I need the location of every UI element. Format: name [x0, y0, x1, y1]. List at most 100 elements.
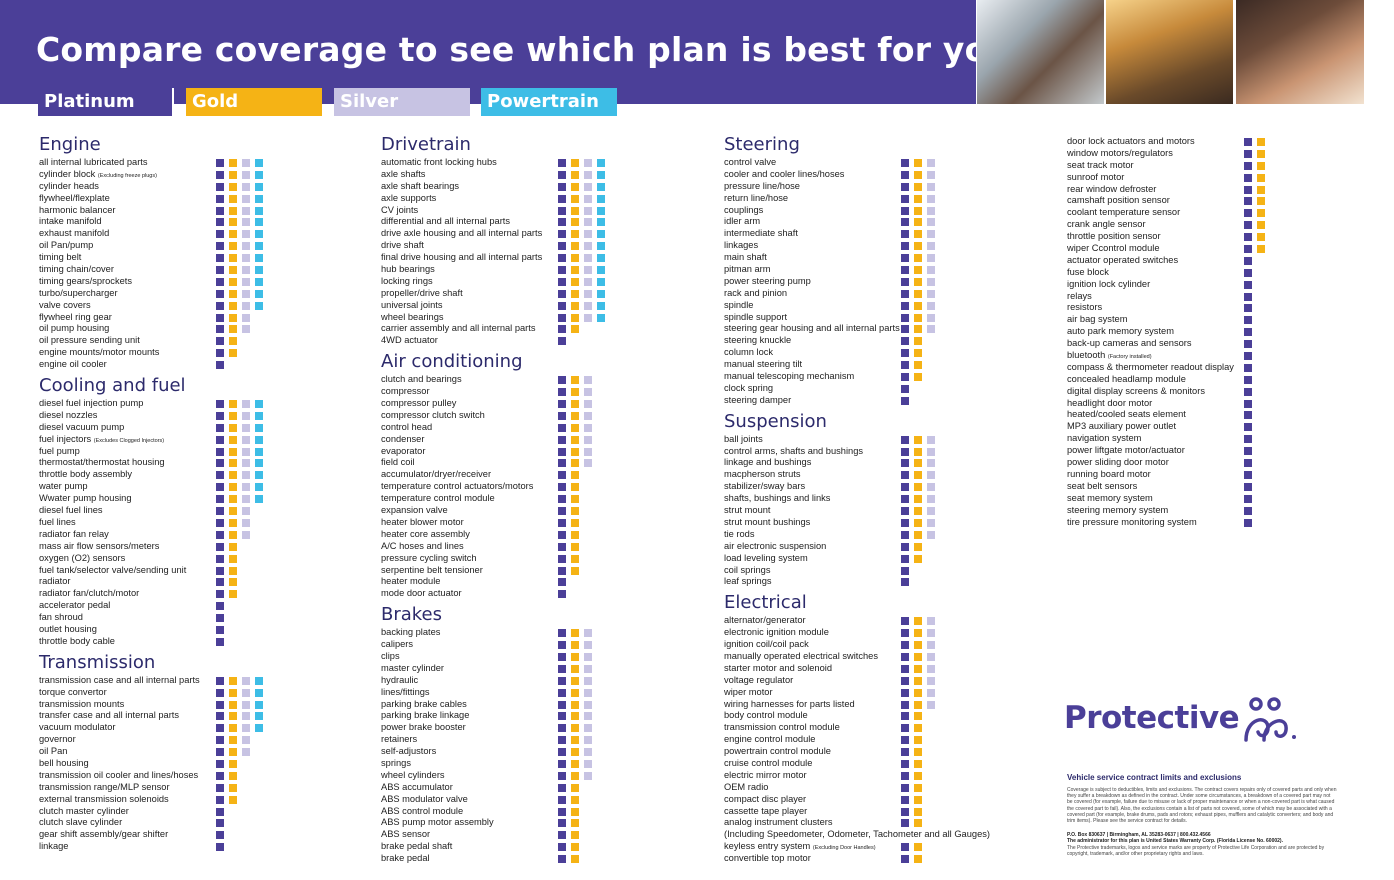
coverage-mark-platinum: [901, 459, 909, 468]
coverage-mark-silver: [584, 652, 592, 661]
coverage-mark-platinum: [216, 712, 224, 721]
coverage-mark-gold: [229, 507, 237, 516]
part-name: parking brake cables: [381, 698, 467, 709]
coverage-row: heater core assembly: [381, 529, 579, 541]
coverage-mark-platinum: [216, 495, 224, 504]
coverage-mark-platinum: [216, 771, 224, 780]
coverage-column-1: Engine all internal lubricated parts cylin…: [39, 133, 263, 853]
coverage-mark-silver: [242, 159, 250, 167]
coverage-mark-silver: [927, 447, 935, 456]
coverage-mark-platinum: [901, 783, 909, 792]
part-label: alternator/generator: [724, 615, 806, 627]
disclaimer-trademark: The Protective trademarks, logos and ser…: [1067, 844, 1325, 857]
coverage-mark-platinum: [901, 518, 909, 527]
coverage-mark-platinum: [216, 637, 224, 646]
coverage-row: external transmission solenoids: [39, 793, 237, 806]
part-label: cylinder block (Excluding freeze plugs): [39, 169, 157, 183]
part-label: hub bearings: [381, 264, 435, 276]
part-label: tire pressure monitoring system: [1067, 517, 1197, 529]
coverage-row: timing gears/sprockets: [39, 276, 263, 288]
coverage-row: gear shift assembly/gear shifter: [39, 829, 224, 841]
coverage-mark-platinum: [558, 411, 566, 420]
coverage-mark-gold: [571, 566, 579, 575]
coverage-mark-gold: [914, 629, 922, 638]
part-label: ABS modulator valve: [381, 794, 468, 806]
part-name: couplings: [724, 204, 764, 215]
coverage-mark-gold: [229, 566, 237, 575]
part-label: transmission mounts: [39, 699, 124, 711]
part-label: power steering pump: [724, 276, 811, 288]
coverage-row: hydraulic: [381, 675, 592, 687]
part-name: backing plates: [381, 627, 441, 638]
part-label: gear shift assembly/gear shifter: [39, 829, 168, 841]
coverage-mark-platinum: [901, 254, 909, 263]
coverage-mark-gold: [914, 736, 922, 745]
coverage-row: parking brake linkage: [381, 710, 592, 722]
part-name: axle shaft bearings: [381, 180, 460, 191]
coverage-mark-silver: [584, 313, 592, 322]
coverage-row: powertrain control module: [724, 746, 922, 758]
coverage-row: ignition coil/coil pack: [724, 639, 935, 651]
coverage-mark-gold: [571, 254, 579, 263]
coverage-mark-gold: [571, 301, 579, 310]
coverage-mark-platinum: [901, 206, 909, 215]
coverage-mark-platinum: [558, 325, 566, 334]
coverage-row: power steering pump: [724, 276, 935, 288]
part-name: column lock: [724, 347, 774, 358]
coverage-mark-gold: [571, 507, 579, 516]
part-label: camshaft position sensor: [1067, 195, 1170, 207]
coverage-mark-gold: [914, 361, 922, 370]
part-label: drive axle housing and all internal part…: [381, 228, 542, 240]
coverage-mark-platinum: [1244, 399, 1252, 408]
part-label: power sliding door motor: [1067, 457, 1169, 469]
part-label: torque convertor: [39, 687, 107, 699]
coverage-mark-silver: [927, 266, 935, 275]
part-label: clutch slave cylinder: [39, 817, 122, 829]
part-name: field coil: [381, 457, 415, 468]
part-label: steering memory system: [1067, 505, 1168, 517]
part-label: propeller/drive shaft: [381, 288, 463, 300]
coverage-row: linkage: [39, 841, 224, 853]
part-label: ball joints: [724, 434, 763, 446]
coverage-mark-silver: [584, 435, 592, 444]
part-name: headlight door motor: [1067, 397, 1153, 408]
coverage-mark-platinum: [1244, 411, 1252, 420]
part-name: fuel tank/selector valve/sending unit: [39, 564, 187, 575]
section-engine: Engine all internal lubricated parts cylin…: [39, 133, 263, 371]
coverage-mark-gold: [914, 471, 922, 480]
coverage-mark-silver: [584, 301, 592, 310]
part-name: external transmission solenoids: [39, 793, 169, 804]
part-label: transmission control module: [724, 722, 840, 734]
coverage-row: stabilizer/sway bars: [724, 481, 935, 493]
coverage-mark-gold: [229, 712, 237, 721]
coverage-mark-platinum: [558, 641, 566, 650]
part-label: pitman arm: [724, 264, 771, 276]
coverage-mark-platinum: [216, 518, 224, 527]
coverage-mark-gold: [571, 230, 579, 239]
part-label: fuse block: [1067, 267, 1109, 279]
part-name: navigation system: [1067, 433, 1142, 444]
coverage-mark-gold: [229, 495, 237, 504]
coverage-mark-platinum: [1244, 256, 1252, 265]
section-title: Brakes: [381, 604, 443, 626]
coverage-mark-gold: [914, 313, 922, 322]
coverage-mark-platinum: [216, 831, 224, 840]
part-label: CV joints: [381, 205, 418, 217]
coverage-mark-gold: [914, 724, 922, 733]
coverage-mark-gold: [571, 518, 579, 527]
coverage-mark-gold: [914, 783, 922, 792]
coverage-mark-platinum: [216, 400, 224, 409]
coverage-mark-platinum: [216, 170, 224, 179]
part-label: electric mirror motor: [724, 770, 807, 782]
coverage-mark-gold: [914, 700, 922, 709]
part-label: engine mounts/motor mounts: [39, 347, 159, 359]
coverage-mark-platinum: [216, 254, 224, 263]
coverage-mark-gold: [571, 676, 579, 685]
part-label: running board motor: [1067, 469, 1151, 481]
coverage-mark-platinum: [1244, 316, 1252, 325]
coverage-mark-silver: [242, 325, 250, 334]
coverage-row: accelerator pedal: [39, 600, 224, 612]
part-name: oil pressure sending unit: [39, 335, 140, 346]
part-name: exhaust manifold: [39, 228, 110, 239]
coverage-mark-gold: [914, 795, 922, 804]
